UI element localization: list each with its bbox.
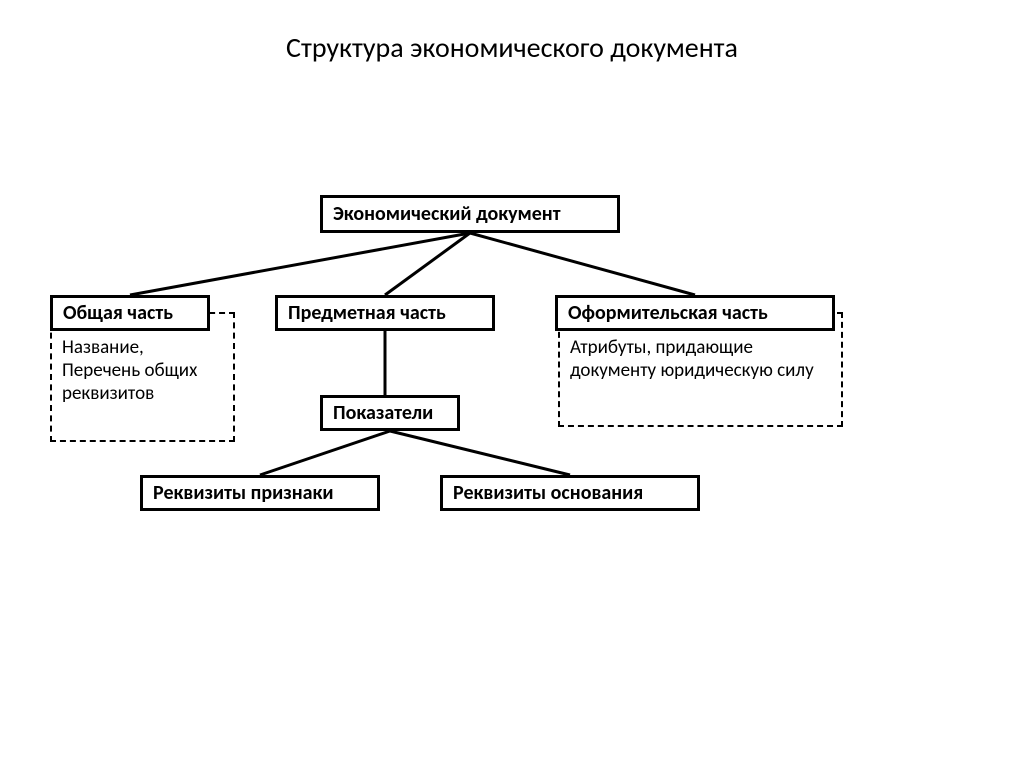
node-requisites-signs: Реквизиты признаки: [140, 475, 380, 511]
note-general-part: Название, Перечень общих реквизитов: [50, 312, 235, 442]
node-root-label: Экономический документ: [333, 202, 561, 226]
diagram-title: Структура экономического документа: [0, 30, 1024, 65]
node-requisites-basis-label: Реквизиты основания: [453, 481, 643, 505]
node-general-part-label: Общая часть: [63, 301, 173, 325]
node-subject-part-label: Предметная часть: [288, 301, 446, 325]
node-indicators-label: Показатели: [333, 401, 433, 425]
node-requisites-signs-label: Реквизиты признаки: [153, 481, 334, 505]
node-subject-part: Предметная часть: [275, 295, 495, 331]
node-design-part-label: Оформительская часть: [568, 301, 768, 325]
node-root: Экономический документ: [320, 195, 620, 233]
node-requisites-basis: Реквизиты основания: [440, 475, 700, 511]
connector-lines: [0, 0, 1024, 767]
node-design-part: Оформительская часть: [555, 295, 835, 331]
node-general-part: Общая часть: [50, 295, 210, 331]
node-indicators: Показатели: [320, 395, 460, 431]
note-general-part-text: Название, Перечень общих реквизитов: [62, 336, 197, 405]
note-design-part-text: Атрибуты, придающие документу юридическу…: [570, 336, 814, 382]
